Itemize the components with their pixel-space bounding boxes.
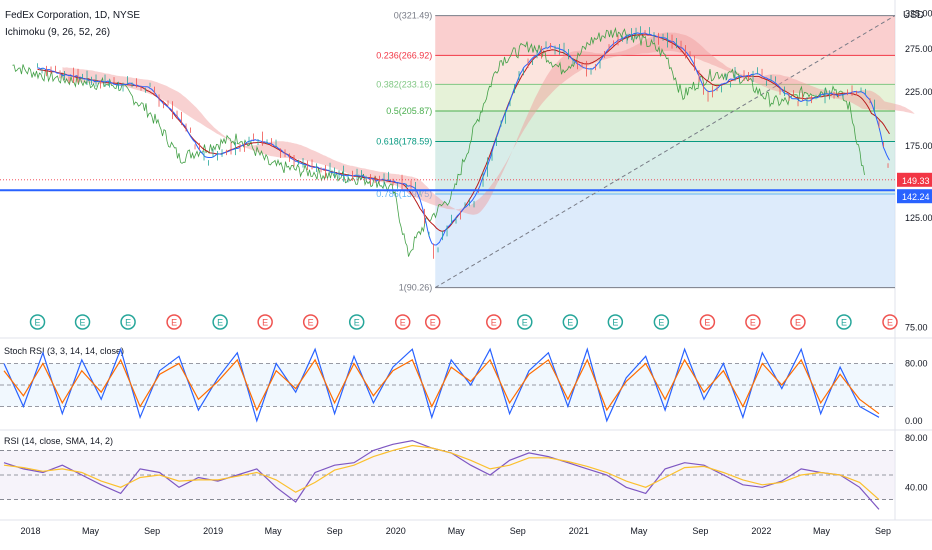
rsi-axis-tick: 40.00 <box>905 482 928 492</box>
time-axis-tick: 2022 <box>751 526 771 536</box>
ichimoku-legend: Ichimoku (9, 26, 52, 26) <box>5 27 111 38</box>
earnings-marker-icon <box>120 314 136 330</box>
time-axis-tick: 2021 <box>569 526 589 536</box>
fib-zone-0.618 <box>435 141 895 194</box>
earnings-marker-label: E <box>750 318 756 328</box>
price-axis-tick: 175.00 <box>905 141 932 151</box>
time-axis-tick: May <box>813 526 831 536</box>
ichimoku-lagging-span <box>12 26 865 257</box>
earnings-marker-label: E <box>612 318 618 328</box>
earnings-marker-label: E <box>704 318 710 328</box>
earnings-marker-icon <box>212 314 228 330</box>
time-axis-tick: Sep <box>692 526 708 536</box>
earnings-marker-icon <box>424 314 441 330</box>
earnings-marker-icon <box>836 314 852 330</box>
earnings-marker-icon <box>517 314 533 330</box>
earnings-marker-icon <box>257 314 273 330</box>
price-axis-tick: 75.00 <box>905 322 928 332</box>
earnings-marker-label: E <box>658 318 664 328</box>
earnings-marker-icon <box>166 314 182 330</box>
hline-price-badge <box>897 189 932 204</box>
earnings-marker-icon <box>74 314 91 330</box>
earnings-marker-icon <box>29 314 46 330</box>
fib-label-1: 1(90.26) <box>399 283 433 293</box>
ichimoku-tenkan <box>37 32 890 246</box>
time-axis-tick: Sep <box>144 526 160 536</box>
earnings-marker-label: E <box>308 318 314 328</box>
earnings-marker-icon <box>653 314 670 330</box>
earnings-marker-icon <box>302 314 319 330</box>
time-axis-tick: May <box>265 526 283 536</box>
earnings-marker-label: E <box>522 318 528 328</box>
rsi-axis-tick: 80.00 <box>905 433 928 443</box>
earnings-marker-label: E <box>567 318 573 328</box>
fib-label-0.5: 0.5(205.87) <box>386 106 432 116</box>
earnings-marker-label: E <box>262 318 268 328</box>
earnings-marker-label: E <box>430 318 436 328</box>
earnings-marker-icon <box>486 314 502 330</box>
hline-price-value: 142.24 <box>902 192 930 202</box>
fib-label-0.618: 0.618(178.59) <box>376 136 432 146</box>
fib-label-0: 0(321.49) <box>394 11 433 21</box>
earnings-marker-icon <box>607 314 624 330</box>
time-axis-tick: 2018 <box>21 526 41 536</box>
earnings-marker-icon <box>882 314 898 330</box>
earnings-marker-label: E <box>125 318 131 328</box>
rsi-title: RSI (14, close, SMA, 14, 2) <box>4 436 113 446</box>
currency-label: USD <box>903 10 925 21</box>
earnings-marker-label: E <box>795 318 801 328</box>
time-axis-tick: Sep <box>875 526 891 536</box>
price-axis-tick: 225.00 <box>905 87 932 97</box>
earnings-marker-label: E <box>171 318 177 328</box>
earnings-marker-label: E <box>35 318 41 328</box>
earnings-marker-icon <box>699 314 716 330</box>
earnings-marker-label: E <box>887 318 893 328</box>
stoch-rsi-series-line <box>3 347 880 423</box>
earnings-marker-icon <box>790 314 806 330</box>
earnings-marker-label: E <box>354 318 360 328</box>
fib-zone-0 <box>435 15 895 56</box>
earnings-marker-label: E <box>217 318 223 328</box>
symbol-title: FedEx Corporation, 1D, NYSE <box>5 10 141 21</box>
fib-zone-0.5 <box>435 111 895 142</box>
earnings-marker-icon <box>394 314 411 330</box>
stoch-rsi-series-line <box>3 358 880 415</box>
earnings-marker-icon <box>562 314 579 330</box>
last-price-badge <box>897 172 932 187</box>
earnings-marker-label: E <box>841 318 847 328</box>
fib-label-0.786: 0.786(139.75) <box>376 189 432 199</box>
time-axis-tick: May <box>82 526 100 536</box>
time-axis-tick: Sep <box>510 526 526 536</box>
stoch-rsi-title: Stoch RSI (3, 3, 14, 14, close) <box>4 346 124 356</box>
fib-trendline <box>434 15 896 289</box>
fib-label-0.382: 0.382(233.16) <box>376 79 432 89</box>
fib-zone-0.786 <box>435 193 895 288</box>
earnings-marker-label: E <box>80 318 86 328</box>
price-axis-tick: 275.00 <box>905 44 932 54</box>
last-price-value: 149.33 <box>902 176 930 186</box>
earnings-marker-icon <box>348 314 365 330</box>
earnings-marker-label: E <box>400 318 406 328</box>
time-axis-tick: Sep <box>327 526 343 536</box>
fib-zone-0.382 <box>435 84 895 112</box>
time-axis-tick: May <box>630 526 648 536</box>
fib-label-0.236: 0.236(266.92) <box>376 50 432 60</box>
time-axis-tick: 2020 <box>386 526 406 536</box>
time-axis-tick: May <box>448 526 466 536</box>
time-axis-tick: 2019 <box>203 526 223 536</box>
stoch-rsi-axis-tick: 80.00 <box>905 359 928 369</box>
price-axis-tick: 325.00 <box>905 8 932 18</box>
rsi-series-line <box>3 444 880 501</box>
earnings-marker-icon <box>745 314 761 330</box>
price-axis-tick: 125.00 <box>905 213 932 223</box>
stoch-rsi-axis-tick: 0.00 <box>905 416 923 426</box>
fib-zone-0.236 <box>435 55 895 85</box>
earnings-marker-label: E <box>491 318 497 328</box>
